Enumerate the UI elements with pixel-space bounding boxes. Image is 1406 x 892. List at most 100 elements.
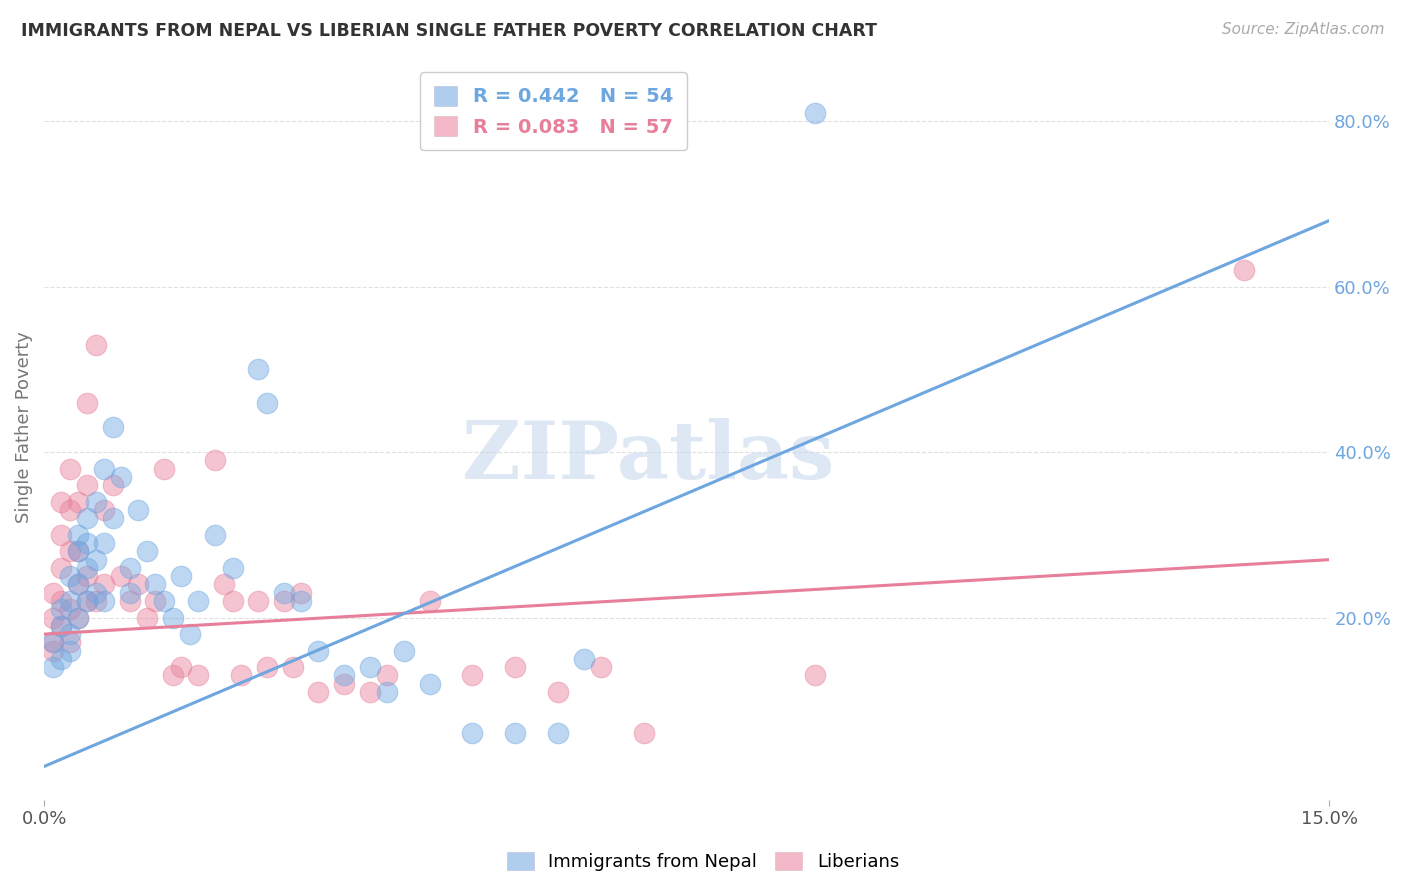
Point (589, 660, 612, 674)
Point (392, 643, 415, 657)
Point (51, 602, 73, 616)
Point (59, 627, 82, 641)
Point (84, 594, 107, 608)
Point (101, 478, 124, 492)
Point (247, 362, 270, 376)
Point (67, 495, 90, 509)
Point (41, 610, 63, 624)
Point (256, 660, 278, 674)
Point (51, 528, 73, 542)
Point (247, 594, 270, 608)
Point (804, 106, 827, 120)
Point (51, 495, 73, 509)
Point (67, 610, 90, 624)
Point (419, 594, 441, 608)
Point (84, 495, 107, 509)
Point (118, 594, 141, 608)
Point (51, 561, 73, 575)
Point (41, 643, 63, 657)
Point (145, 594, 167, 608)
Point (273, 594, 295, 608)
Point (135, 544, 157, 558)
Point (359, 660, 381, 674)
Point (127, 503, 149, 517)
Point (76, 511, 98, 525)
Point (212, 577, 235, 591)
Point (273, 586, 295, 600)
Point (41, 660, 63, 674)
Point (41, 635, 63, 649)
Point (84, 586, 107, 600)
Point (110, 470, 132, 484)
Y-axis label: Single Father Poverty: Single Father Poverty (15, 332, 32, 524)
Point (93, 536, 115, 550)
Point (419, 677, 441, 691)
Text: IMMIGRANTS FROM NEPAL VS LIBERIAN SINGLE FATHER POVERTY CORRELATION CHART: IMMIGRANTS FROM NEPAL VS LIBERIAN SINGLE… (21, 22, 877, 40)
Point (333, 677, 356, 691)
Point (76, 395, 98, 409)
Point (307, 643, 329, 657)
Point (59, 569, 82, 583)
Point (204, 528, 226, 542)
Point (187, 668, 209, 682)
Point (333, 668, 356, 682)
Point (187, 594, 209, 608)
Point (76, 569, 98, 583)
Point (84, 552, 107, 566)
Point (93, 577, 115, 591)
Point (76, 594, 98, 608)
Point (572, 652, 595, 666)
Point (170, 569, 193, 583)
Point (67, 577, 90, 591)
Point (59, 602, 82, 616)
Point (67, 544, 90, 558)
Point (231, 668, 253, 682)
Point (162, 668, 184, 682)
Point (375, 685, 398, 699)
Point (505, 660, 527, 674)
Point (41, 635, 63, 649)
Point (153, 594, 176, 608)
Point (76, 478, 98, 492)
Point (93, 503, 115, 517)
Point (76, 536, 98, 550)
Point (59, 503, 82, 517)
Point (153, 461, 176, 475)
Point (67, 544, 90, 558)
Point (59, 544, 82, 558)
Point (118, 586, 141, 600)
Text: Source: ZipAtlas.com: Source: ZipAtlas.com (1222, 22, 1385, 37)
Point (616, 106, 638, 120)
Point (221, 561, 243, 575)
Point (359, 685, 381, 699)
Point (547, 685, 569, 699)
Point (110, 569, 132, 583)
Point (101, 511, 124, 525)
Point (41, 586, 63, 600)
Point (461, 668, 484, 682)
Legend: Immigrants from Nepal, Liberians: Immigrants from Nepal, Liberians (499, 845, 907, 879)
Point (179, 627, 201, 641)
Point (59, 461, 82, 475)
Point (51, 619, 73, 633)
Point (51, 619, 73, 633)
Point (633, 726, 655, 740)
Point (162, 610, 184, 624)
Point (375, 668, 398, 682)
Point (145, 577, 167, 591)
Point (290, 586, 312, 600)
Point (170, 660, 193, 674)
Point (204, 453, 226, 467)
Point (59, 643, 82, 657)
Legend: R = 0.442   N = 54, R = 0.083   N = 57: R = 0.442 N = 54, R = 0.083 N = 57 (420, 72, 686, 151)
Point (804, 668, 827, 682)
Point (256, 395, 278, 409)
Point (76, 561, 98, 575)
Point (281, 660, 304, 674)
Point (67, 577, 90, 591)
Point (67, 610, 90, 624)
Point (59, 594, 82, 608)
Point (118, 561, 141, 575)
Point (51, 594, 73, 608)
Point (59, 635, 82, 649)
